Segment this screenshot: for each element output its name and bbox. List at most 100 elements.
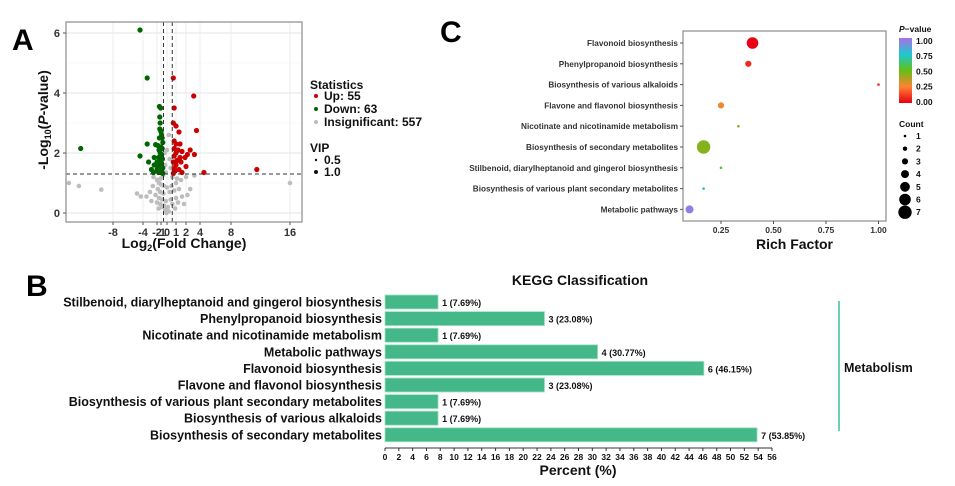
- y-tick-label: Biosynthesis of secondary metabolites: [526, 143, 678, 152]
- point-up: [191, 151, 197, 158]
- x-tick-label: 26: [560, 452, 570, 462]
- data-label: 7 (53.85%): [761, 431, 805, 441]
- point-down: [78, 145, 84, 152]
- point-down: [151, 162, 157, 168]
- legend-label-count: 5: [916, 182, 921, 192]
- x-tick-label: 1: [173, 227, 179, 239]
- x-tick-label: 16: [284, 227, 296, 239]
- point-insignificant: [171, 188, 177, 193]
- panel-label-b: B: [26, 270, 48, 303]
- legend-key-0: [314, 94, 318, 98]
- bubble-point: [717, 102, 725, 109]
- point-insignificant: [66, 180, 72, 186]
- point-up: [182, 154, 188, 161]
- plot-border: [65, 21, 303, 223]
- point-insignificant: [167, 189, 172, 195]
- data-label: 6 (46.15%): [708, 364, 752, 374]
- point-insignificant: [175, 200, 181, 205]
- category-label: Flavonoid biosynthesis: [243, 362, 382, 376]
- bubble-point: [696, 140, 711, 154]
- point-up: [254, 166, 260, 173]
- colorbar-tick-label: 1.00: [916, 36, 933, 46]
- data-label: 1 (7.69%): [442, 398, 481, 408]
- point-down: [156, 135, 162, 141]
- point-down: [144, 141, 150, 147]
- y-tick-label: Metabolic pathways: [601, 205, 679, 214]
- bubble-point: [737, 124, 740, 128]
- panel-label-a: A: [12, 24, 34, 57]
- x-tick-label: -1: [156, 227, 166, 239]
- x-tick-label: 14: [477, 452, 487, 462]
- point-insignificant: [164, 185, 170, 190]
- point-insignificant: [179, 194, 185, 199]
- legend-title-pvalue: P−value: [899, 24, 932, 34]
- point-insignificant: [134, 191, 140, 196]
- point-down: [137, 27, 143, 33]
- point-down: [159, 156, 166, 162]
- x-axis-title: Percent (%): [539, 462, 616, 478]
- y-axis-title: -Log10(P-value): [35, 70, 53, 169]
- point-insignificant: [178, 177, 184, 183]
- bar: [384, 344, 599, 360]
- colorbar-tick-label: 0.25: [916, 82, 933, 92]
- x-tick-label: 44: [684, 452, 694, 462]
- bubble-point: [719, 166, 723, 170]
- point-down: [144, 75, 150, 81]
- point-insignificant: [168, 197, 173, 202]
- legend-label-count: 7: [916, 207, 921, 217]
- data-label: 1 (7.69%): [442, 331, 481, 341]
- point-insignificant: [287, 180, 293, 186]
- point-insignificant: [173, 195, 179, 201]
- point-down: [157, 114, 163, 120]
- category-label: Flavone and flavonol biosynthesis: [178, 379, 382, 393]
- x-tick-label: 36: [629, 452, 639, 462]
- data-label: 1 (7.69%): [442, 298, 481, 308]
- y-tick-label: Nicotinate and nicotinamide metabolism: [521, 122, 678, 131]
- legend-key-count: [901, 158, 909, 165]
- point-insignificant: [166, 132, 172, 138]
- x-tick-label: 0: [383, 452, 388, 462]
- point-insignificant: [149, 198, 154, 204]
- x-tick-label: 18: [505, 452, 515, 462]
- x-tick-label: 16: [491, 452, 501, 462]
- bubble-point: [877, 83, 880, 86]
- x-tick-label: 42: [671, 452, 681, 462]
- point-insignificant: [153, 192, 158, 198]
- point-up: [170, 75, 176, 81]
- bar: [384, 311, 545, 327]
- bar: [384, 294, 439, 310]
- legend-key-count: [900, 181, 910, 192]
- bar: [384, 410, 439, 426]
- legend-label-vip: 0.5: [324, 153, 341, 167]
- legend-key-count: [902, 146, 908, 151]
- category-label: Stilbenoid, diarylheptanoid and gingerol…: [63, 296, 382, 310]
- y-tick-label: 6: [54, 28, 60, 40]
- bubble-point: [745, 60, 752, 67]
- category-label: Biosynthesis of various alkaloids: [184, 412, 382, 426]
- legend-label-vip: 1.0: [324, 165, 341, 179]
- x-tick-label: 4: [410, 452, 415, 462]
- x-tick-label: -4: [138, 227, 149, 239]
- category-label: Metabolic pathways: [264, 345, 382, 359]
- colorbar-tick-label: 0.75: [916, 51, 933, 61]
- x-tick-label: 12: [463, 452, 473, 462]
- point-insignificant: [144, 194, 149, 199]
- point-insignificant: [176, 186, 182, 192]
- x-axis-title: Log2(Fold Change): [122, 235, 247, 253]
- x-tick-label: 52: [740, 452, 750, 462]
- point-insignificant: [169, 183, 174, 189]
- bubble-point: [685, 205, 694, 214]
- y-tick-label: Flavone and flavonol biosynthesis: [544, 101, 678, 110]
- data-label: 3 (23.08%): [548, 381, 592, 391]
- plot-background: [66, 22, 302, 222]
- point-insignificant: [147, 189, 153, 195]
- legend-label-statistics: Up: 55: [324, 89, 361, 103]
- x-tick-label: 54: [753, 452, 763, 462]
- x-tick-label: 1.00: [870, 225, 887, 235]
- data-label: 3 (23.08%): [548, 315, 592, 325]
- point-insignificant: [185, 192, 190, 198]
- point-up: [178, 159, 184, 165]
- data-label: 4 (30.77%): [602, 348, 646, 358]
- x-tick-label: 28: [574, 452, 584, 462]
- x-tick-label: 30: [588, 452, 598, 462]
